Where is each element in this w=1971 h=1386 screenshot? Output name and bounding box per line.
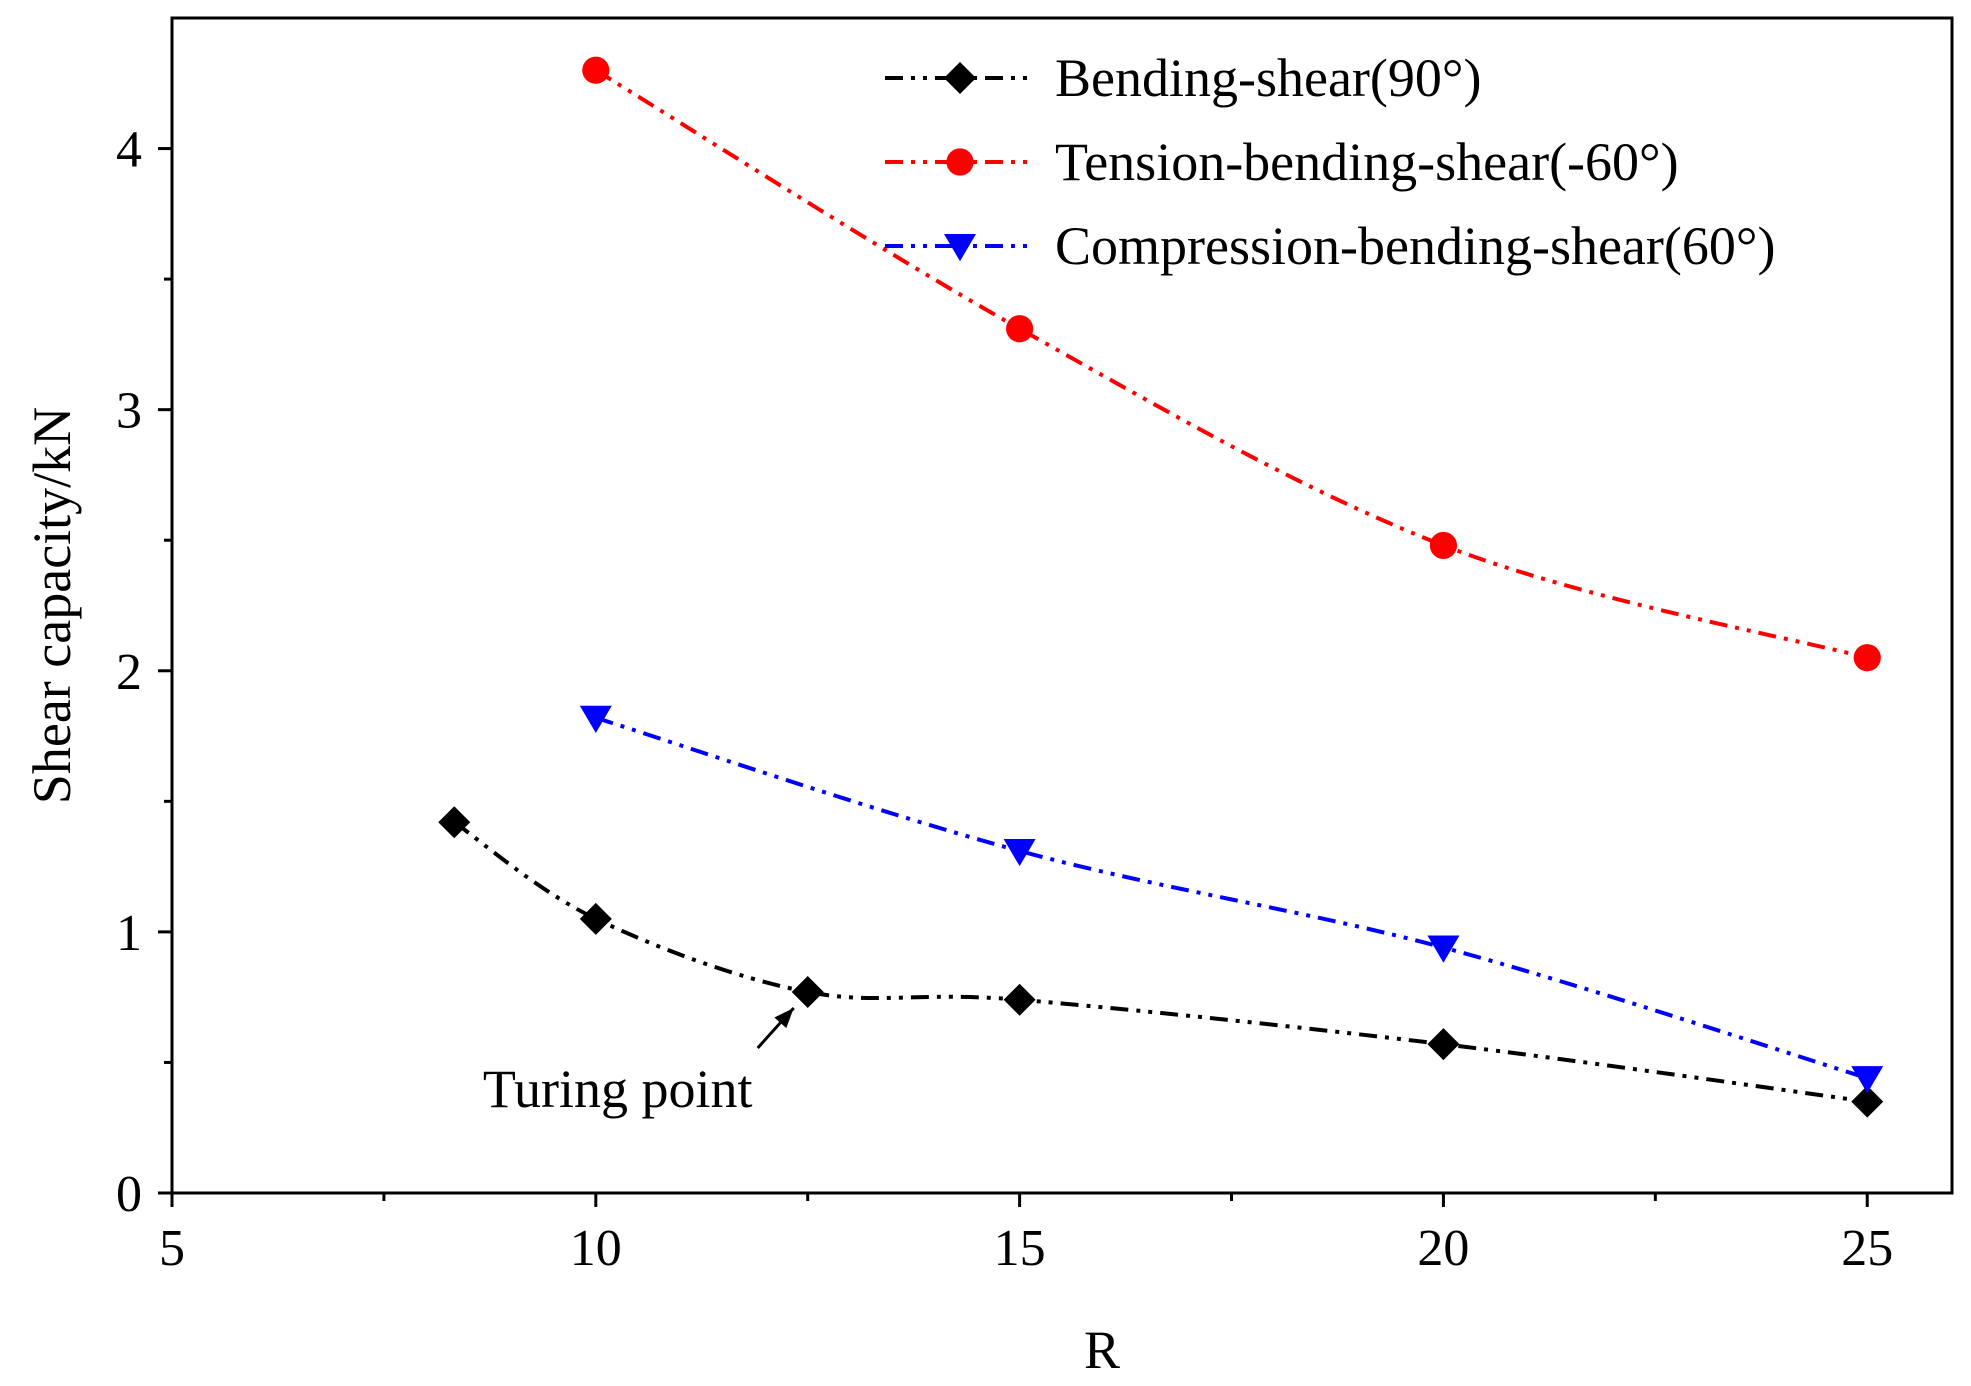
y-tick-label: 1 bbox=[116, 905, 142, 962]
diamond-marker bbox=[579, 902, 612, 935]
y-axis-title: Shear capacity/kN bbox=[22, 407, 82, 804]
y-tick-label: 4 bbox=[116, 122, 142, 179]
legend-entry: Compression-bending-shear(60°) bbox=[885, 216, 1775, 276]
series-line bbox=[595, 715, 1868, 1081]
series-1 bbox=[582, 56, 1881, 672]
y-tick-label: 2 bbox=[116, 644, 142, 701]
x-tick-label: 5 bbox=[159, 1220, 185, 1277]
legend-diamond-marker bbox=[944, 62, 976, 94]
diamond-marker bbox=[438, 806, 471, 839]
diamond-marker bbox=[791, 975, 824, 1008]
annotation-arrow-head bbox=[774, 1007, 794, 1029]
x-tick-label: 20 bbox=[1417, 1220, 1469, 1277]
legend-triangle-marker bbox=[944, 234, 976, 262]
annotation: Turing point bbox=[483, 1006, 795, 1119]
triangle-marker bbox=[1851, 1066, 1884, 1094]
annotation-label: Turing point bbox=[483, 1059, 753, 1119]
x-tick-label: 25 bbox=[1841, 1220, 1893, 1277]
triangle-marker bbox=[579, 705, 612, 733]
legend-label: Bending-shear(90°) bbox=[1055, 48, 1481, 108]
x-tick-label: 15 bbox=[994, 1220, 1046, 1277]
series-line bbox=[453, 820, 1868, 1104]
diamond-marker bbox=[1851, 1085, 1884, 1118]
series-layer bbox=[438, 56, 1884, 1118]
x-tick-label: 10 bbox=[570, 1220, 622, 1277]
circle-marker bbox=[1006, 315, 1034, 343]
legend-circle-marker bbox=[946, 148, 974, 176]
triangle-marker bbox=[1003, 838, 1036, 867]
diamond-marker bbox=[1427, 1028, 1460, 1061]
diamond-marker bbox=[1003, 983, 1036, 1016]
series-0 bbox=[438, 806, 1884, 1118]
y-tick-label: 0 bbox=[116, 1166, 142, 1223]
legend-entry: Tension-bending-shear(-60°) bbox=[885, 132, 1679, 192]
plot-frame bbox=[170, 16, 1954, 1195]
circle-marker bbox=[1853, 644, 1881, 672]
circle-marker bbox=[582, 56, 610, 84]
y-tick-label: 3 bbox=[116, 383, 142, 440]
series-line bbox=[594, 68, 1868, 660]
circle-marker bbox=[1429, 531, 1458, 560]
legend: Bending-shear(90°) Tension-bending-shear(… bbox=[885, 48, 1775, 276]
axes: 5 10 15 20 25 0 1 2 3 4 R Shear capacity/kN bbox=[22, 16, 1954, 1380]
annotation-layer: Turing point bbox=[483, 1006, 795, 1119]
legend-label: Compression-bending-shear(60°) bbox=[1055, 216, 1775, 276]
legend-entry: Bending-shear(90°) bbox=[885, 48, 1481, 108]
x-axis-title: R bbox=[1084, 1320, 1120, 1380]
legend-label: Tension-bending-shear(-60°) bbox=[1055, 132, 1679, 192]
triangle-marker bbox=[1427, 935, 1460, 963]
series-2 bbox=[579, 705, 1884, 1094]
